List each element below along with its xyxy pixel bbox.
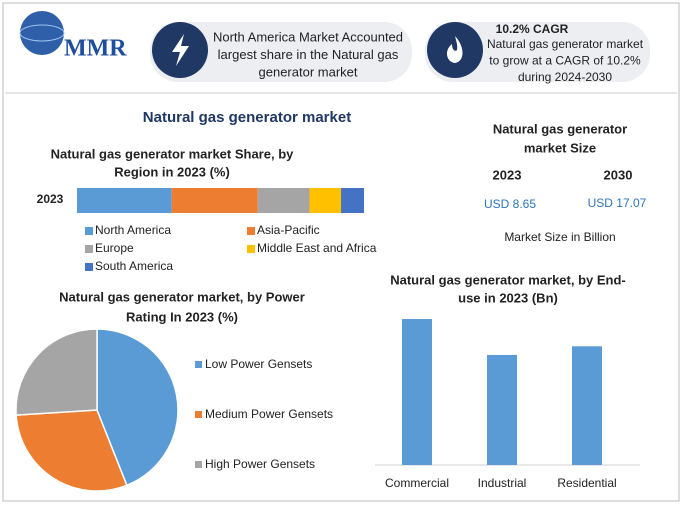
flame-icon	[446, 36, 463, 63]
legend-swatch	[195, 411, 202, 418]
x-tick-label: Residential	[557, 476, 616, 490]
legend-label: Low Power Gensets	[205, 357, 312, 371]
bar-segment	[77, 188, 172, 213]
info-text: generator market	[259, 64, 358, 79]
bar	[572, 346, 602, 465]
legend-label: North America	[95, 223, 171, 237]
bolt-icon	[172, 34, 189, 66]
chart-title: Natural gas generator market, by Power	[59, 289, 305, 304]
size-year: 2030	[604, 167, 633, 182]
chart-title: Region in 2023 (%)	[114, 164, 230, 179]
legend-swatch	[85, 227, 93, 235]
chart-title: Natural gas generator market, by End-	[390, 272, 626, 287]
legend-swatch	[247, 227, 255, 235]
cagr-title: 10.2% CAGR	[496, 22, 569, 36]
size-title: market Size	[524, 140, 596, 155]
icon	[427, 22, 483, 78]
legend-label: Europe	[95, 241, 134, 255]
legend-swatch	[195, 461, 202, 468]
bar-segment	[309, 188, 342, 213]
category-label: 2023	[37, 192, 64, 206]
size-year: 2023	[493, 167, 522, 182]
main-title: Natural gas generator market	[143, 109, 351, 126]
pie-slice	[96, 328, 179, 487]
info-text: largest share in the Natural gas	[218, 47, 399, 62]
chart-title: use in 2023 (Bn)	[458, 290, 558, 305]
info-text: to grow at a CAGR of 10.2%	[489, 54, 641, 68]
legend-label: Medium Power Gensets	[205, 407, 333, 421]
info-text: during 2024-2030	[518, 70, 612, 84]
legend-swatch	[247, 245, 255, 253]
logo-orbit	[19, 24, 65, 42]
legend-label: High Power Gensets	[205, 457, 315, 471]
size-value: USD 8.65	[484, 197, 536, 211]
x-tick-label: Industrial	[478, 476, 527, 490]
info-text: North America Market Accounted	[213, 29, 403, 44]
chart-title: Rating In 2023 (%)	[126, 309, 238, 324]
legend-swatch	[85, 263, 93, 271]
bar	[487, 354, 517, 465]
size-note: Market Size in Billion	[504, 230, 615, 244]
logo: MMR	[64, 36, 127, 62]
size-title: Natural gas generator	[493, 121, 627, 136]
x-tick-label: Commercial	[385, 476, 449, 490]
size-value: USD 17.07	[588, 196, 647, 210]
bar	[402, 319, 432, 465]
bar-segment	[341, 188, 364, 213]
legend-swatch	[85, 245, 93, 253]
info-text: Natural gas generator market	[487, 37, 644, 51]
bar-segment	[171, 188, 258, 213]
legend-label: South America	[95, 259, 173, 273]
info-box	[150, 22, 412, 82]
legend-swatch	[195, 361, 202, 368]
legend-label: Asia-Pacific	[257, 223, 320, 237]
chart-title: Natural gas generator market Share, by	[51, 146, 295, 161]
bar-segment	[257, 188, 310, 213]
pie-slice	[15, 328, 98, 416]
legend-label: Middle East and Africa	[257, 241, 377, 255]
info-box	[425, 22, 650, 82]
logo-globe	[20, 11, 64, 55]
pie-slice	[15, 409, 128, 492]
